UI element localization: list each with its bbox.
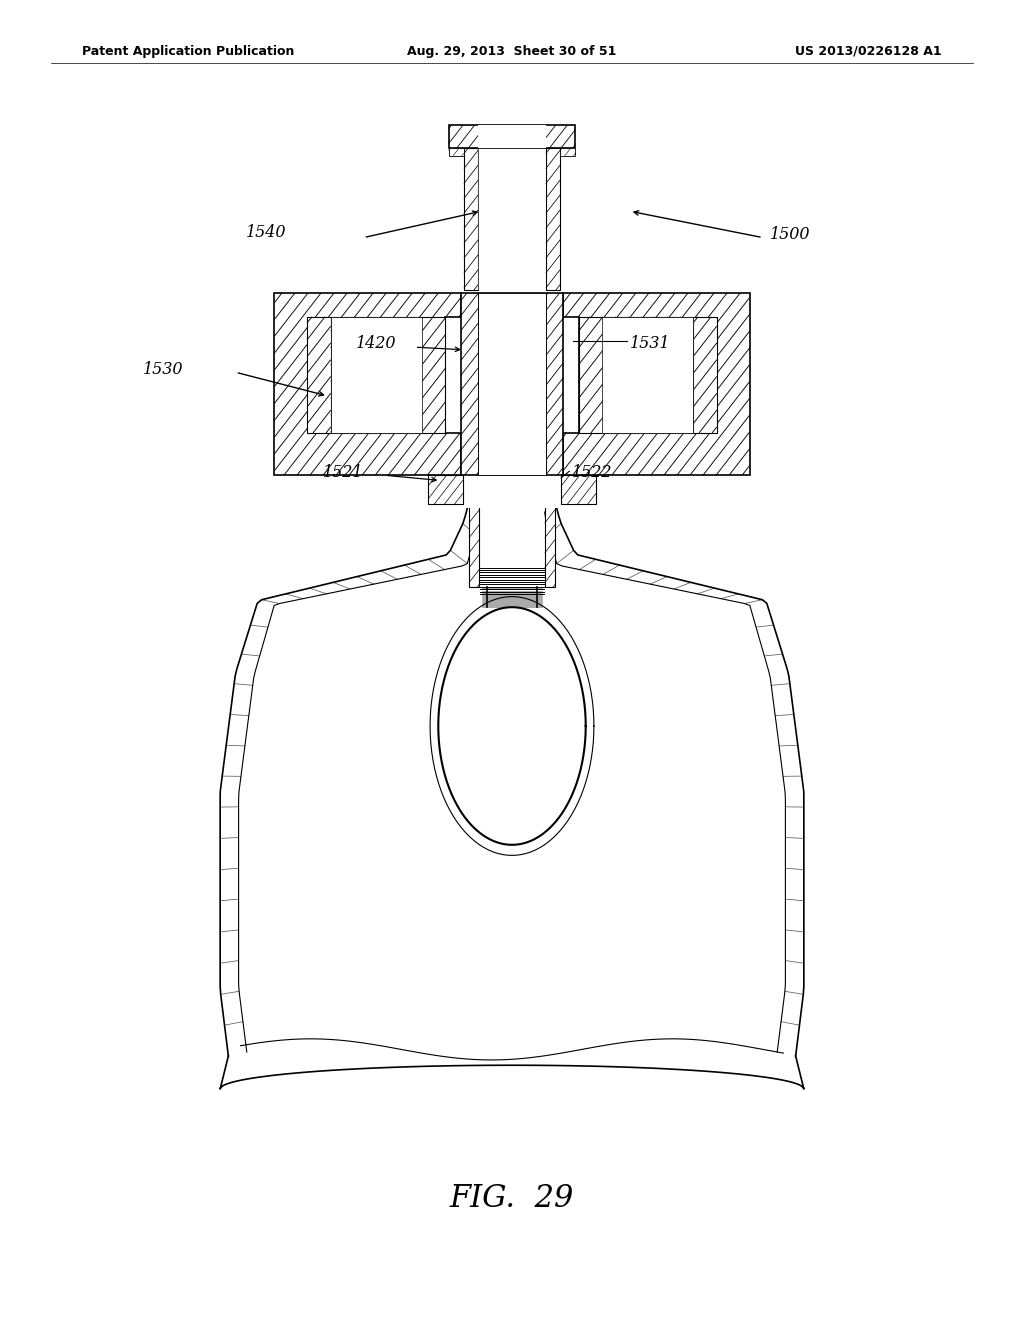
Polygon shape <box>331 317 422 433</box>
Polygon shape <box>478 125 546 148</box>
Polygon shape <box>449 148 464 156</box>
Text: 1540: 1540 <box>246 224 287 240</box>
Polygon shape <box>545 475 555 587</box>
Polygon shape <box>561 475 596 504</box>
Polygon shape <box>274 293 461 475</box>
Polygon shape <box>469 475 479 587</box>
Text: Aug. 29, 2013  Sheet 30 of 51: Aug. 29, 2013 Sheet 30 of 51 <box>408 45 616 58</box>
Polygon shape <box>579 317 693 433</box>
Polygon shape <box>563 293 750 475</box>
Text: 1521: 1521 <box>323 465 364 480</box>
Polygon shape <box>274 293 750 508</box>
Text: Patent Application Publication: Patent Application Publication <box>82 45 294 58</box>
Text: 1522: 1522 <box>571 465 612 480</box>
Polygon shape <box>464 148 478 290</box>
Text: US 2013/0226128 A1: US 2013/0226128 A1 <box>796 45 942 58</box>
Polygon shape <box>560 148 575 156</box>
Polygon shape <box>461 293 563 475</box>
Polygon shape <box>602 317 693 433</box>
Polygon shape <box>546 148 560 290</box>
Polygon shape <box>478 293 546 475</box>
Polygon shape <box>307 317 331 433</box>
Polygon shape <box>693 317 717 433</box>
Text: 1420: 1420 <box>356 335 397 351</box>
Text: 1531: 1531 <box>630 335 671 351</box>
Polygon shape <box>449 125 575 148</box>
Polygon shape <box>428 475 463 504</box>
Text: FIG.  29: FIG. 29 <box>450 1183 574 1214</box>
Polygon shape <box>331 317 445 433</box>
Text: 1500: 1500 <box>770 227 811 243</box>
Text: 1530: 1530 <box>143 362 184 378</box>
Polygon shape <box>478 148 546 290</box>
